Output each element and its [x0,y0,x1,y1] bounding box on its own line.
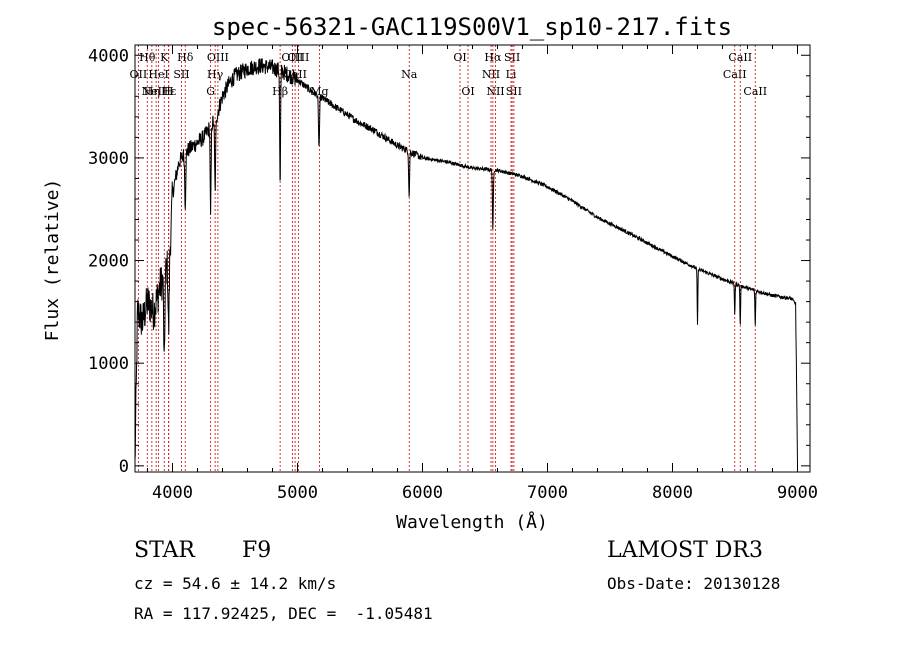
line-marker-label: Hθ [139,51,156,64]
line-marker-label: NeIII [142,85,171,98]
line-marker-label: CaII [723,68,747,81]
object-subclass: F9 [242,538,272,563]
coordinates-line: RA = 117.92425, DEC = -1.05481 [134,604,433,623]
y-tick-label: 4000 [88,46,129,66]
line-marker-label: Hδ [177,51,194,64]
line-marker-label: SII [173,68,189,81]
y-axis-label: Flux (relative) [42,179,63,342]
spectrum-series [134,58,798,466]
line-marker-label: Hα [484,51,502,64]
y-tick-label: 1000 [88,354,129,374]
line-marker-label: Hγ [207,68,224,81]
x-tick-label: 6000 [402,483,443,503]
x-tick-label: 8000 [652,483,693,503]
line-marker-label: Li [506,68,517,81]
line-marker-label: OIII [281,51,303,64]
x-axis-ticks: 4000 5000 6000 7000 8000 9000 [147,45,818,503]
line-marker-label: HeI [148,68,168,81]
obs-date-line: Obs-Date: 20130128 [607,574,781,593]
y-axis-ticks: 0 1000 2000 3000 4000 [88,46,810,477]
line-marker-label: CaII [743,85,767,98]
line-marker-label: CaII [728,51,752,64]
line-marker-label: OII [130,68,148,81]
line-marker-label: Hβ [272,85,288,98]
x-tick-label: 4000 [152,483,193,503]
survey-name: LAMOST DR3 [607,538,763,563]
line-marker-label: Hε [161,85,177,98]
spectral-line-markers: HθHηOIINeIIIHeIKHHεSIIHδGHγOIIIHβOIIIOII… [130,45,767,472]
line-marker-label: OIII [287,51,309,64]
line-marker-label: SII [506,85,522,98]
y-tick-label: 3000 [88,149,129,169]
line-marker-label: NII [482,68,500,81]
line-marker-label: H [164,85,174,98]
object-class: STAR [134,538,195,563]
line-marker-label: NII [486,85,504,98]
line-marker-label: G [206,85,215,98]
x-tick-label: 7000 [527,483,568,503]
line-marker-label: OI [461,85,474,98]
line-marker-label: OI [453,51,466,64]
plot-frame [134,44,811,473]
y-tick-label: 2000 [88,252,129,272]
x-axis-label: Wavelength (Å) [396,511,548,533]
spectrum-line [134,58,798,466]
line-marker-label: Na [401,68,418,81]
line-marker-label: OIII [207,51,229,64]
line-marker-label: K [160,51,169,64]
redshift-line: cz = 54.6 ± 14.2 km/s [134,574,337,593]
y-tick-label: 0 [119,457,129,477]
line-marker-label: SII [504,51,520,64]
x-tick-label: 9000 [777,483,818,503]
x-tick-label: 5000 [277,483,318,503]
chart-title: spec-56321-GAC119S00V1_sp10-217.fits [212,13,732,41]
